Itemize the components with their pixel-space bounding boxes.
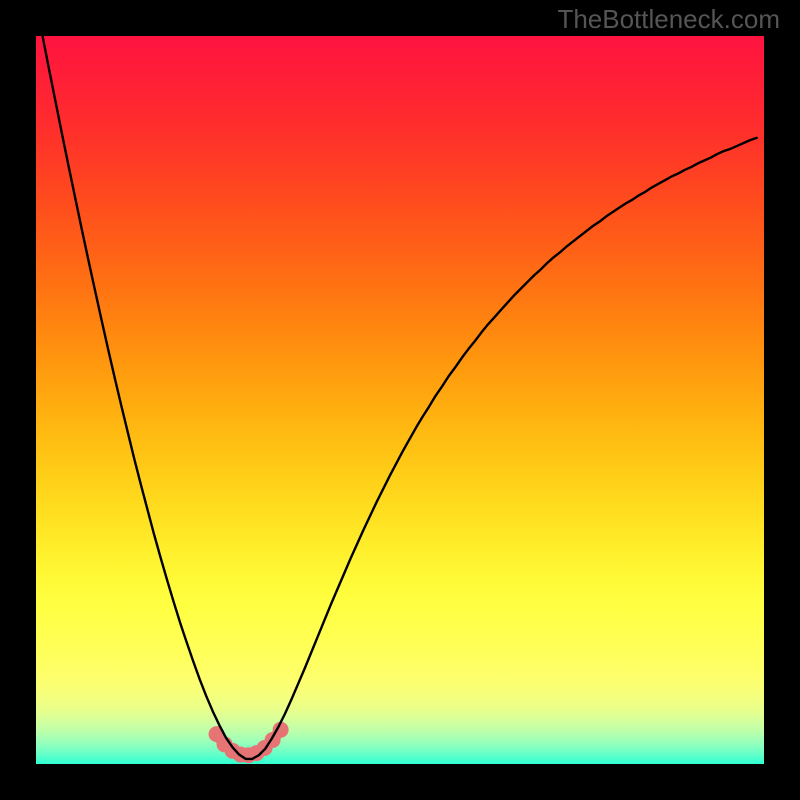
watermark-text: TheBottleneck.com (557, 4, 780, 35)
gradient-background (36, 36, 764, 764)
chart-svg (36, 36, 764, 764)
plot-area (36, 36, 764, 764)
